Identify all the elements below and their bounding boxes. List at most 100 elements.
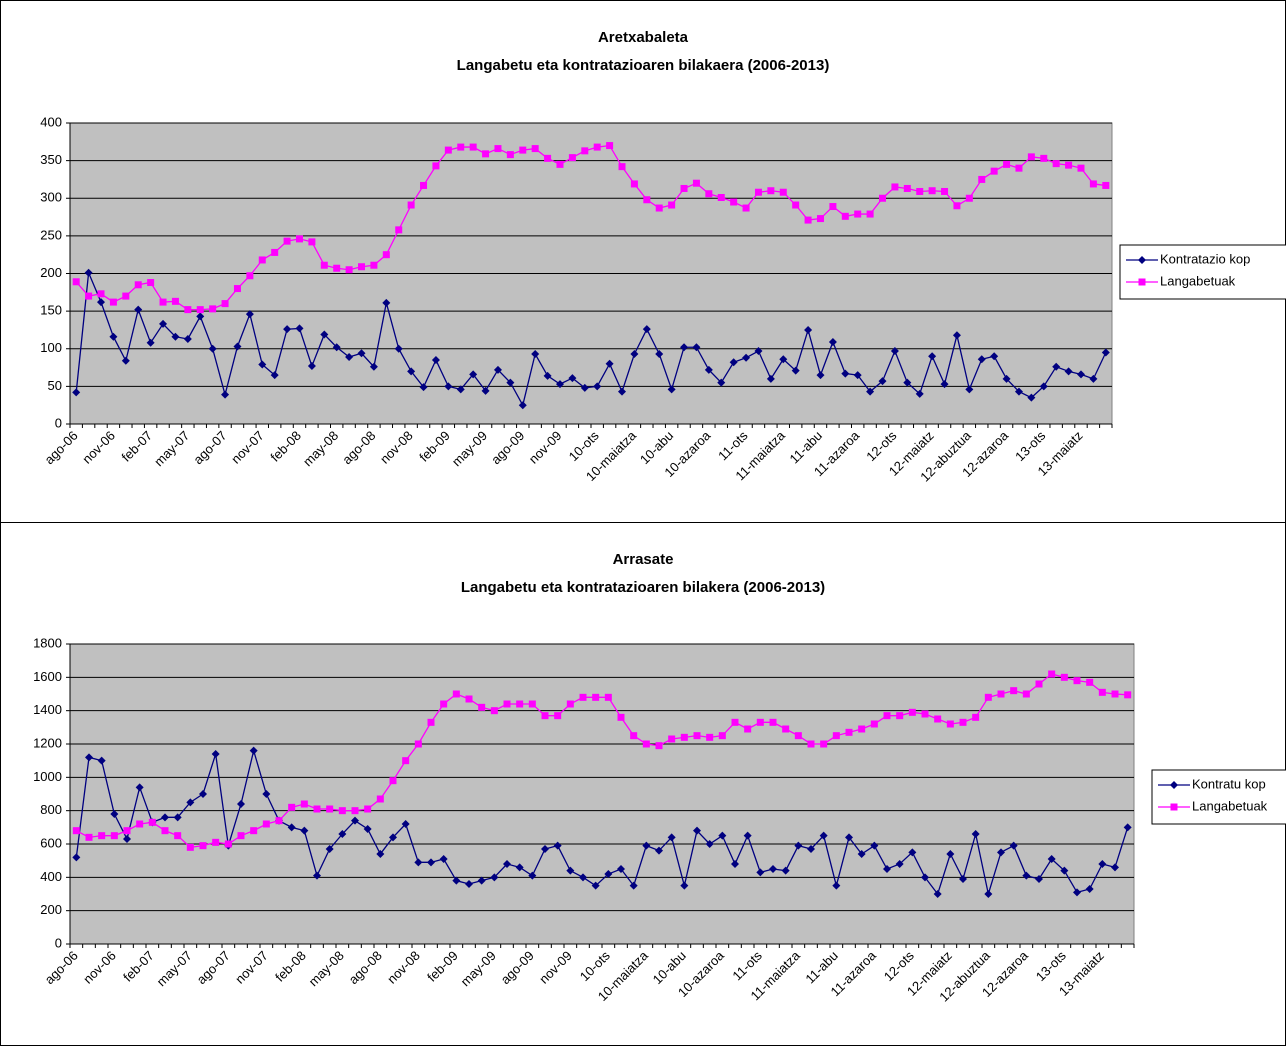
point <box>456 385 465 394</box>
point <box>617 865 625 873</box>
point <box>754 188 762 196</box>
point <box>556 160 564 168</box>
point <box>581 147 589 155</box>
point <box>369 362 378 371</box>
point <box>84 268 93 277</box>
point <box>568 154 576 162</box>
point <box>1086 678 1094 686</box>
point <box>490 873 499 882</box>
point <box>516 700 524 708</box>
y-tick-label: 300 <box>40 190 62 205</box>
point <box>85 292 93 300</box>
point <box>196 312 205 321</box>
point <box>338 830 347 838</box>
point <box>1102 181 1110 189</box>
point <box>566 866 575 875</box>
point <box>593 143 601 151</box>
point <box>593 382 602 391</box>
point <box>928 187 936 195</box>
point <box>718 831 727 840</box>
point <box>171 297 179 305</box>
point <box>866 387 875 396</box>
point <box>351 807 359 815</box>
legend-label: Langabetuak <box>1160 273 1236 288</box>
point <box>184 306 192 314</box>
point <box>325 845 334 853</box>
point <box>245 310 254 319</box>
point <box>667 385 676 394</box>
point <box>769 718 777 726</box>
point <box>731 860 739 868</box>
point <box>246 272 254 280</box>
point <box>444 382 453 391</box>
point <box>819 831 828 840</box>
point <box>766 374 775 383</box>
point <box>977 355 986 364</box>
point <box>72 388 81 397</box>
point <box>414 740 422 748</box>
point <box>959 718 967 726</box>
point <box>1111 863 1119 872</box>
point <box>221 390 230 399</box>
point <box>494 145 502 153</box>
point <box>249 746 258 755</box>
point <box>997 848 1005 857</box>
point <box>705 840 714 848</box>
point <box>212 838 220 846</box>
point <box>147 279 155 287</box>
legend-box <box>1119 244 1286 300</box>
point <box>756 868 765 877</box>
point <box>1047 855 1056 863</box>
point <box>1040 154 1048 162</box>
point <box>394 344 403 353</box>
point <box>971 830 980 838</box>
point <box>718 732 726 740</box>
point <box>122 292 130 300</box>
point <box>921 710 929 718</box>
point <box>756 718 764 726</box>
point <box>667 833 676 842</box>
point <box>1027 393 1036 402</box>
chart-subtitle: Langabetu eta kontratazioaren bilakaera … <box>457 57 830 74</box>
point <box>1039 382 1048 391</box>
point <box>630 180 638 188</box>
point <box>161 813 169 822</box>
point <box>816 215 824 223</box>
point <box>109 332 118 341</box>
point <box>333 264 341 272</box>
point <box>754 347 763 356</box>
point <box>313 871 321 880</box>
point <box>295 235 303 243</box>
point <box>477 876 486 885</box>
point <box>618 163 626 171</box>
point <box>376 850 385 858</box>
point <box>717 193 725 201</box>
point <box>857 850 866 858</box>
point <box>1073 677 1081 685</box>
point <box>364 805 372 813</box>
point <box>618 387 627 396</box>
point <box>1101 348 1110 357</box>
point <box>161 827 169 835</box>
point <box>692 179 700 187</box>
point <box>85 833 93 841</box>
point <box>123 827 131 835</box>
point <box>541 845 549 853</box>
point <box>351 816 359 825</box>
point <box>668 735 676 743</box>
point <box>300 800 308 808</box>
point <box>1089 180 1097 188</box>
point <box>990 352 999 361</box>
y-tick-label: 1400 <box>33 702 62 717</box>
y-tick-label: 250 <box>40 227 62 242</box>
point <box>250 827 258 835</box>
point <box>1065 161 1073 169</box>
point <box>832 732 840 740</box>
point <box>345 353 354 362</box>
point <box>358 263 366 271</box>
point <box>705 190 713 198</box>
point <box>313 805 321 813</box>
point <box>419 383 428 392</box>
point <box>965 385 974 394</box>
